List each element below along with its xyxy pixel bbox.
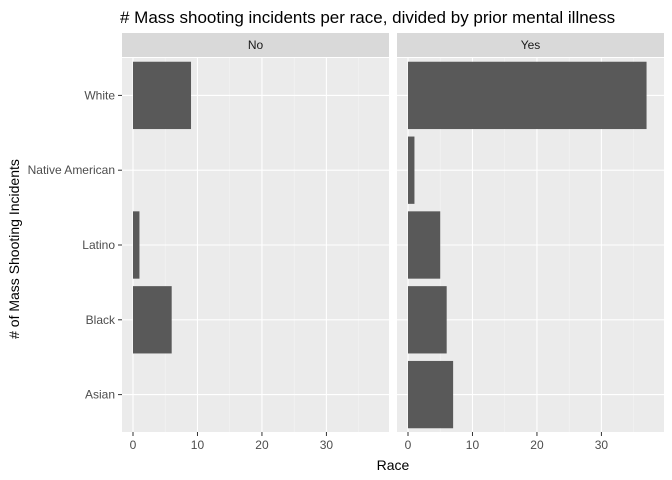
chart-title: # Mass shooting incidents per race, divi… xyxy=(120,8,615,27)
facet-panel-yes: Yes 0 10 20 30 xyxy=(397,33,664,452)
bar-black xyxy=(408,286,447,354)
x-tick-label: 20 xyxy=(255,438,269,452)
bar-native-american xyxy=(408,136,415,204)
y-tick-label: Asian xyxy=(85,388,115,402)
facet-strip-label: No xyxy=(248,38,264,52)
x-tick-label: 30 xyxy=(320,438,334,452)
facet-strip xyxy=(122,33,389,57)
bar-latino xyxy=(133,211,140,279)
y-tick-label: White xyxy=(84,88,115,102)
x-tick-label: 0 xyxy=(130,438,137,452)
y-tick-label: Black xyxy=(86,313,116,327)
bar-black xyxy=(133,286,172,354)
bar-latino xyxy=(408,211,441,279)
facet-strip-label: Yes xyxy=(521,38,541,52)
bar-asian xyxy=(408,360,454,429)
bar-white xyxy=(133,61,192,130)
facet-panel-no: No 0 10 20 30 xyxy=(122,33,389,452)
y-axis-title: # of Mass Shooting Incidents xyxy=(6,159,22,339)
facet-strip xyxy=(397,33,664,57)
y-tick-label: Native American xyxy=(28,163,115,177)
x-tick-label: 10 xyxy=(191,438,205,452)
x-axis-title: Race xyxy=(377,457,410,473)
y-tick-label: Latino xyxy=(82,238,115,252)
x-tick-label: 10 xyxy=(466,438,480,452)
x-tick-label: 20 xyxy=(530,438,544,452)
bar-white xyxy=(408,61,647,130)
x-tick-label: 0 xyxy=(405,438,412,452)
x-tick-label: 30 xyxy=(595,438,609,452)
y-axis: White Native American Latino Black Asian xyxy=(28,88,122,402)
facet-panels: No 0 10 20 30 Yes 0 10 20 30 White Native American L… xyxy=(28,33,664,452)
